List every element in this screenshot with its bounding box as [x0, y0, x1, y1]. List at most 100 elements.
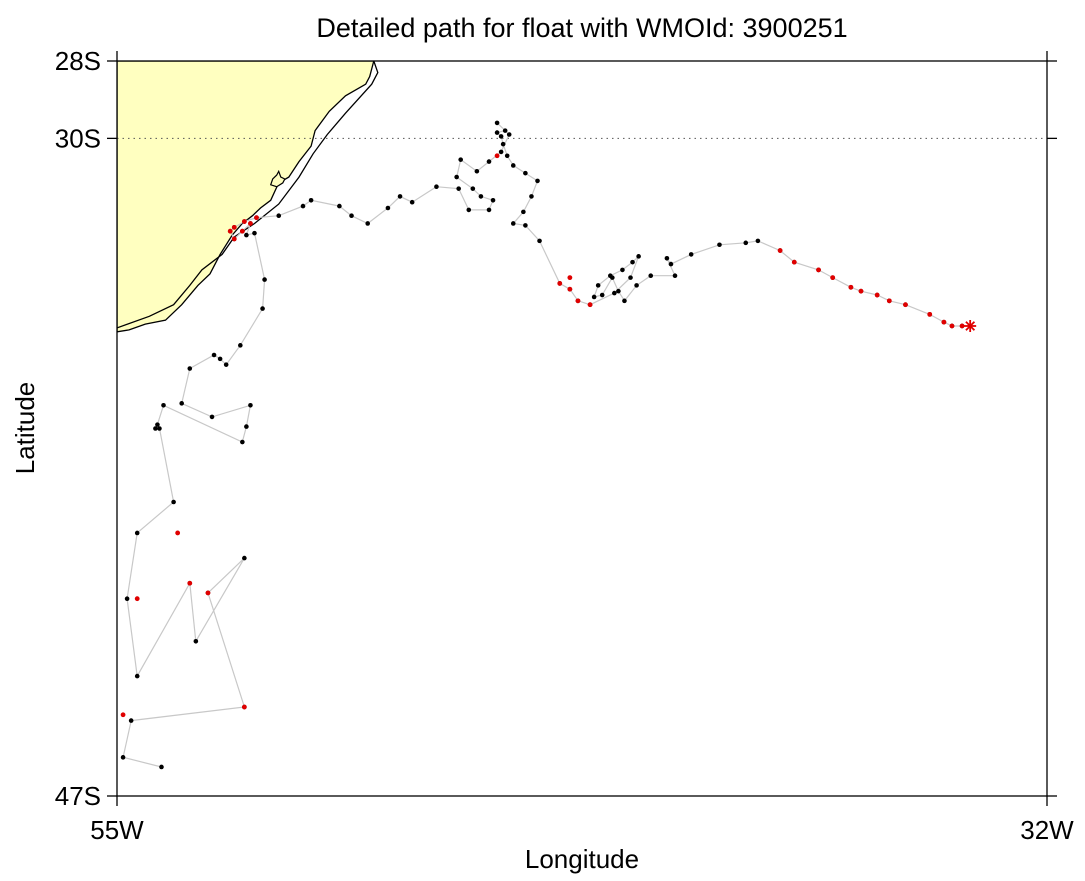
profile-point-highlighted	[231, 236, 237, 242]
profile-point	[486, 159, 492, 164]
land-mass	[117, 61, 375, 333]
profile-point	[648, 273, 654, 278]
profile-point-highlighted	[239, 228, 245, 234]
profile-point-highlighted	[949, 323, 955, 329]
lagoon	[269, 169, 286, 188]
coastline	[117, 61, 379, 329]
profile-point	[490, 197, 496, 203]
profile-point	[161, 402, 166, 408]
profile-point	[434, 184, 439, 190]
profile-point	[153, 426, 158, 431]
profile-point	[155, 422, 160, 427]
profile-point	[409, 199, 415, 205]
profile-point	[470, 186, 476, 191]
profile-point	[260, 306, 265, 311]
x-tick-label: 32W	[1020, 815, 1074, 845]
profile-point	[159, 764, 164, 770]
profile-point-highlighted	[227, 228, 233, 234]
profile-point	[128, 718, 134, 723]
profile-point	[337, 203, 342, 209]
plot-area	[116, 60, 1048, 797]
profile-point-highlighted	[941, 319, 947, 325]
profile-point-highlighted	[205, 590, 211, 596]
profile-point	[608, 273, 613, 278]
profile-point	[454, 174, 459, 180]
profile-point-highlighted	[886, 298, 892, 304]
profile-point	[308, 197, 314, 203]
profile-point	[523, 170, 528, 176]
profile-point	[622, 298, 627, 304]
profile-point	[494, 130, 500, 135]
map-title: Detailed path for float with WMOId: 3900…	[316, 13, 847, 43]
profile-point	[521, 209, 526, 215]
y-tick-label: 30S	[55, 123, 101, 153]
profile-point	[466, 207, 472, 213]
profile-point	[494, 120, 500, 126]
profile-point	[529, 194, 534, 199]
profile-point	[474, 168, 480, 174]
profile-point-highlighted	[241, 704, 247, 710]
profile-point-highlighted	[567, 286, 573, 292]
profile-point-highlighted	[575, 298, 581, 304]
profile-point	[385, 205, 391, 211]
profile-point	[217, 356, 223, 362]
profile-point-highlighted	[830, 275, 836, 281]
profile-point-highlighted	[494, 153, 500, 159]
profile-point	[506, 132, 512, 137]
profile-point	[523, 223, 528, 228]
profile-point-highlighted	[874, 292, 880, 298]
profile-point	[157, 426, 162, 431]
profile-point	[244, 424, 249, 429]
profile-point	[456, 186, 461, 191]
profile-point	[120, 755, 126, 760]
profile-point	[717, 242, 722, 248]
profile-point	[672, 273, 678, 278]
track-layer	[120, 120, 977, 770]
profile-point-highlighted	[858, 288, 864, 294]
profile-point	[211, 352, 217, 358]
profile-point	[179, 401, 184, 406]
profile-point	[537, 238, 542, 244]
y-tick-label: 28S	[55, 46, 101, 76]
y-axis-label: Latitude	[10, 382, 40, 475]
profile-point	[743, 240, 749, 246]
profile-point	[223, 362, 229, 367]
track-line	[122, 122, 963, 768]
profile-point-highlighted	[903, 302, 908, 308]
profile-point	[187, 366, 193, 371]
profile-point	[134, 673, 140, 679]
profile-point	[620, 267, 625, 273]
profile-point	[498, 149, 504, 155]
axis-ticks: 55W 32W 28S 30S 47S	[55, 46, 1074, 845]
profile-point	[636, 254, 641, 259]
profile-point	[628, 275, 633, 280]
profile-point	[349, 213, 354, 219]
profile-point	[755, 238, 761, 244]
profile-point	[591, 294, 597, 300]
profile-point	[535, 178, 540, 184]
profile-point-highlighted	[248, 221, 253, 226]
profile-point	[244, 232, 249, 238]
last-position-marker	[964, 319, 977, 332]
profile-point	[242, 555, 247, 561]
profile-point	[510, 163, 516, 168]
profile-point	[171, 499, 176, 505]
profile-point	[397, 194, 403, 199]
profile-point	[365, 221, 370, 226]
profile-point-highlighted	[120, 712, 126, 718]
plot-frame	[116, 60, 1048, 797]
profile-point-highlighted	[241, 219, 247, 224]
profile-point-highlighted	[231, 224, 237, 230]
profile-point-highlighted	[187, 580, 193, 586]
profile-point	[124, 596, 130, 602]
profile-point	[688, 252, 694, 257]
profile-point	[502, 128, 508, 133]
x-axis-label: Longitude	[525, 844, 639, 874]
profile-point	[262, 277, 267, 282]
profile-point	[276, 213, 282, 219]
profile-point	[209, 414, 215, 420]
profile-point	[300, 203, 306, 209]
profile-point-highlighted	[134, 596, 140, 602]
profile-point-highlighted	[791, 259, 797, 265]
